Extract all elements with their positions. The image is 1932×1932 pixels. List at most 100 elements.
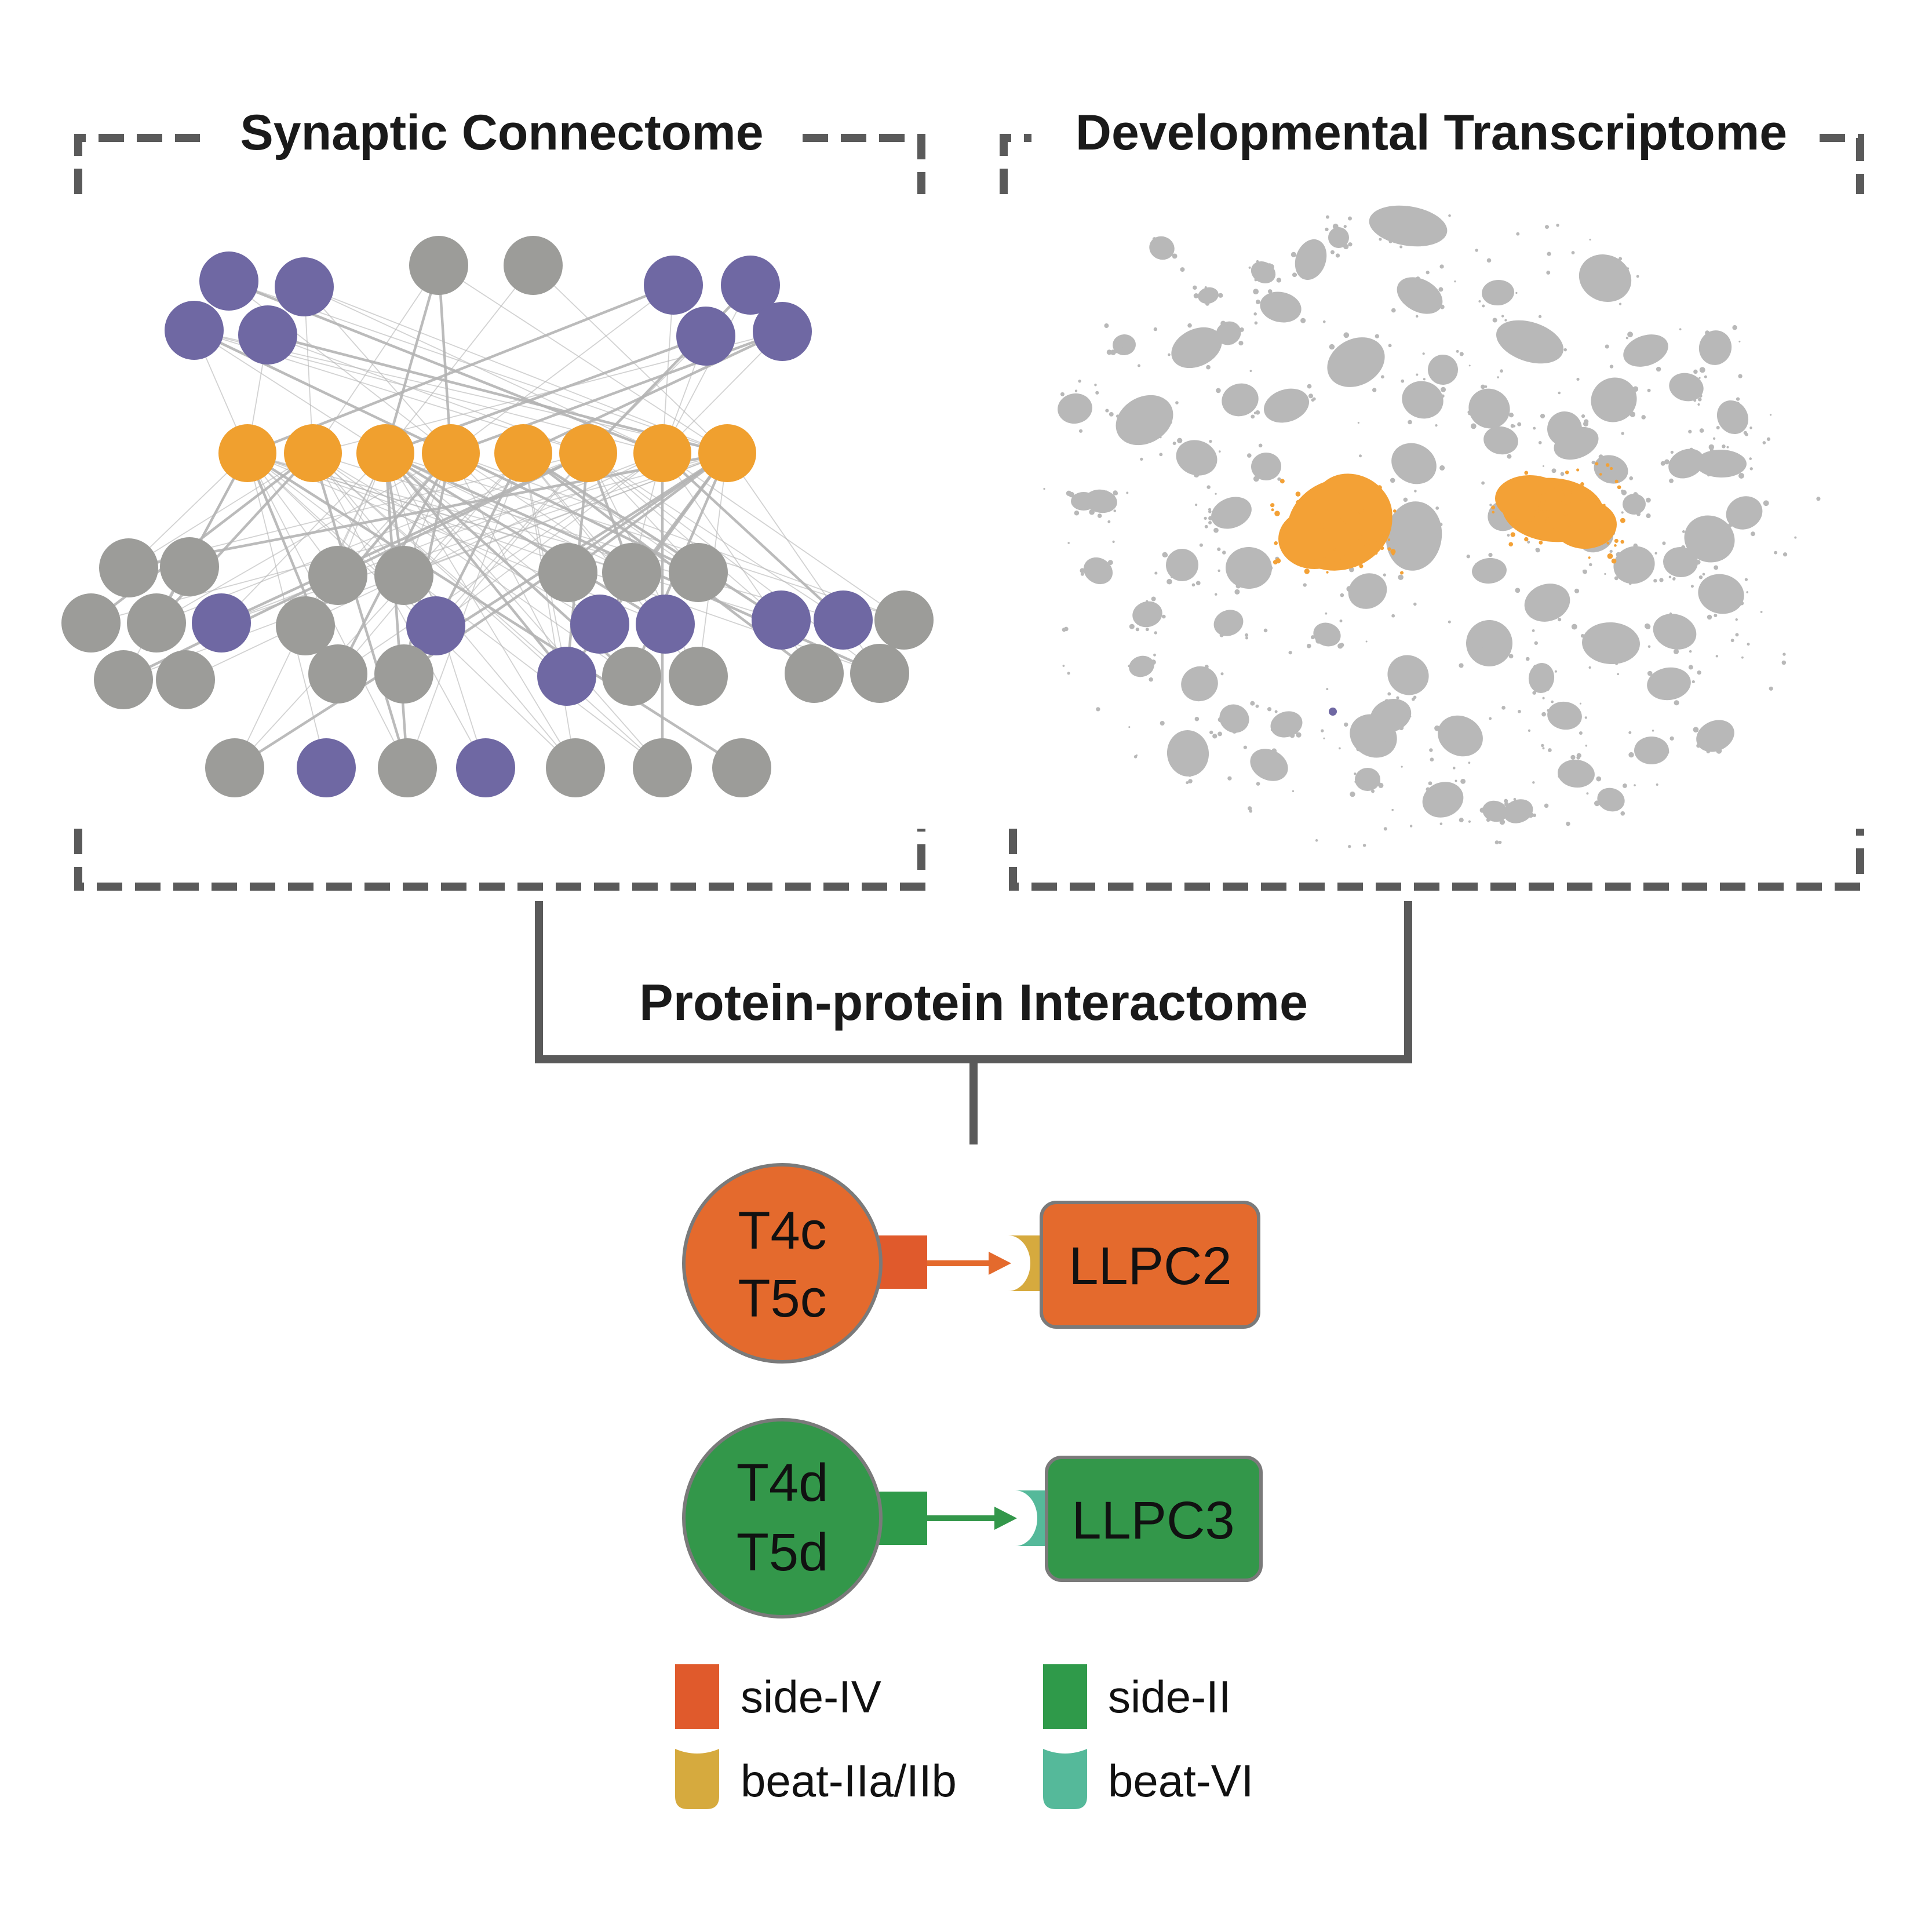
- umap-point: [1217, 569, 1220, 573]
- network-node-orange: [698, 424, 756, 482]
- umap-point: [1740, 601, 1744, 606]
- network-edge: [194, 329, 451, 455]
- umap-point: [1560, 472, 1565, 476]
- umap-point: [1113, 490, 1118, 495]
- legend-label-side-iv: side-IV: [741, 1671, 881, 1722]
- side-iv-ligand: [875, 1235, 927, 1289]
- umap-point: [1315, 839, 1318, 842]
- umap-cluster: [1528, 663, 1555, 693]
- umap-point: [1172, 253, 1178, 259]
- umap-cluster: [1696, 449, 1747, 478]
- umap-point: [1628, 406, 1631, 409]
- umap-cluster: [1547, 701, 1582, 730]
- umap-point: [1322, 320, 1326, 323]
- umap-point: [1669, 612, 1672, 615]
- umap-point: [1262, 768, 1264, 771]
- network-node-gray: [94, 650, 153, 709]
- umap-point: [1444, 371, 1450, 377]
- umap-point: [1582, 570, 1585, 573]
- network-node-orange: [422, 424, 480, 482]
- umap-point: [1558, 618, 1562, 622]
- umap-point: [1576, 377, 1580, 381]
- umap-point: [1375, 334, 1379, 338]
- umap-point: [1080, 568, 1085, 573]
- umap-point: [1255, 410, 1260, 415]
- umap-point-highlight: [1541, 491, 1545, 495]
- umap-point: [1409, 715, 1412, 718]
- umap-point: [1766, 437, 1771, 441]
- umap-point: [1194, 716, 1200, 721]
- umap-point: [1372, 388, 1377, 392]
- network-node-gray: [785, 644, 844, 703]
- umap-point: [1214, 593, 1217, 596]
- umap-point: [1271, 456, 1278, 462]
- umap-cluster: [1213, 610, 1244, 636]
- umap-point: [1702, 573, 1705, 576]
- umap-point: [1074, 510, 1080, 516]
- umap-point: [1516, 232, 1520, 236]
- umap-point-highlight: [1359, 564, 1364, 568]
- umap-point: [1132, 435, 1134, 438]
- umap-point: [1532, 691, 1537, 695]
- umap-point: [1167, 578, 1172, 585]
- connectome-bottom-bracket: [74, 829, 925, 891]
- umap-point: [1542, 697, 1545, 699]
- umap-point: [1525, 657, 1530, 661]
- umap-point: [1456, 743, 1461, 749]
- umap-point: [1488, 626, 1491, 629]
- umap-point: [1366, 341, 1370, 345]
- umap-point: [1669, 636, 1674, 640]
- umap-point: [1491, 413, 1496, 418]
- umap-point: [1416, 373, 1419, 376]
- umap-point: [1605, 344, 1609, 349]
- network-node-purple: [753, 302, 812, 361]
- network-edge: [522, 452, 782, 621]
- umap-point: [1542, 465, 1544, 467]
- umap-point: [1310, 635, 1315, 640]
- network-edge: [194, 330, 386, 454]
- umap-point: [1150, 242, 1155, 247]
- network-node-gray: [99, 538, 158, 597]
- legend-swatch-beat-vi: [1043, 1749, 1087, 1809]
- umap-point: [1513, 805, 1517, 808]
- umap-point: [1380, 375, 1384, 379]
- umap-point-highlight: [1387, 547, 1391, 551]
- umap-point-highlight: [1274, 511, 1280, 516]
- umap-point: [1670, 450, 1674, 454]
- umap-point: [1081, 495, 1084, 498]
- transcriptome-top-bracket: [1000, 134, 1864, 194]
- umap-point-highlight: [1380, 546, 1384, 551]
- umap-point-highlight: [1358, 538, 1362, 544]
- umap-point: [1616, 552, 1621, 557]
- umap-point: [1699, 367, 1705, 373]
- umap-point: [1213, 527, 1219, 533]
- umap-point: [1641, 415, 1646, 420]
- umap-point: [1303, 583, 1307, 587]
- umap-cluster-highlight: [1278, 509, 1350, 569]
- umap-point: [1669, 736, 1674, 741]
- umap-point: [1602, 546, 1605, 549]
- umap-point: [1336, 360, 1339, 364]
- umap-point: [1289, 732, 1295, 738]
- umap-point: [1399, 508, 1402, 511]
- connectome-top-bracket: [74, 134, 925, 194]
- umap-point: [1538, 441, 1542, 444]
- umap-point: [1204, 340, 1209, 345]
- umap-point: [1294, 731, 1297, 734]
- umap-cluster: [1582, 622, 1640, 665]
- umap-point-highlight: [1614, 538, 1618, 543]
- network-node-orange: [284, 424, 342, 482]
- network-node-gray: [374, 546, 433, 605]
- umap-point: [1416, 477, 1421, 482]
- umap-point: [1126, 491, 1129, 494]
- umap-point: [1547, 709, 1550, 712]
- umap-point: [1391, 711, 1397, 717]
- umap-point-highlight: [1524, 537, 1529, 542]
- umap-point: [1677, 695, 1680, 698]
- umap-point: [1153, 327, 1158, 331]
- umap-point: [1734, 402, 1740, 407]
- umap-point: [1478, 300, 1481, 303]
- umap-cluster: [1669, 373, 1704, 402]
- umap-point: [1365, 596, 1369, 600]
- umap-point: [1064, 626, 1069, 632]
